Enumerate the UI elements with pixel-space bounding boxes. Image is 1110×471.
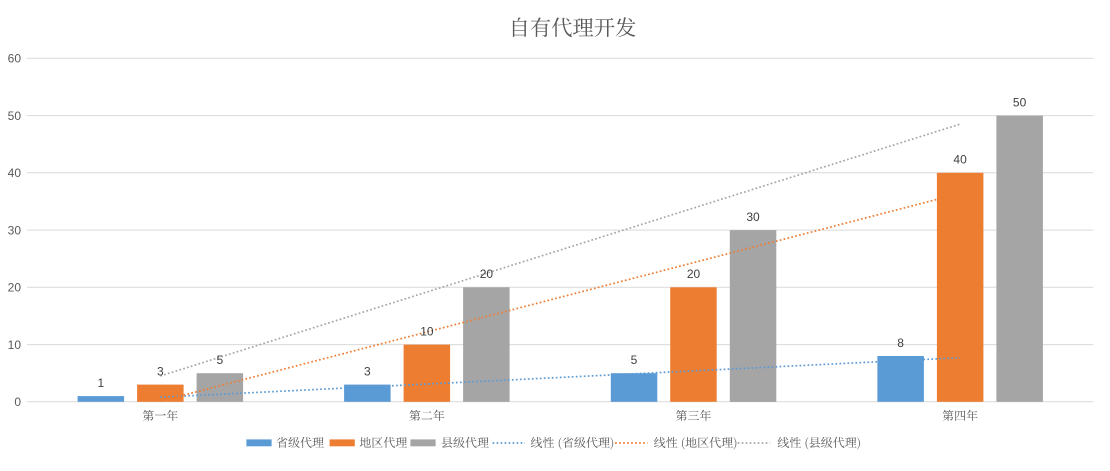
svg-text:50: 50 (8, 109, 22, 123)
svg-text:10: 10 (8, 338, 22, 352)
svg-text:20: 20 (480, 267, 494, 281)
svg-text:8: 8 (897, 336, 904, 350)
svg-text:60: 60 (8, 52, 22, 66)
svg-text:0: 0 (14, 395, 21, 409)
svg-text:5: 5 (631, 353, 638, 367)
svg-text:30: 30 (746, 210, 760, 224)
svg-text:40: 40 (8, 166, 22, 180)
svg-text:40: 40 (953, 153, 967, 167)
svg-text:50: 50 (1013, 95, 1027, 109)
svg-text:30: 30 (8, 223, 22, 237)
svg-text:3: 3 (364, 364, 371, 378)
svg-text:10: 10 (420, 324, 434, 338)
svg-text:1: 1 (97, 376, 104, 390)
svg-text:3: 3 (157, 364, 164, 378)
svg-text:5: 5 (216, 353, 223, 367)
svg-text:20: 20 (8, 281, 22, 295)
svg-text:20: 20 (687, 267, 701, 281)
